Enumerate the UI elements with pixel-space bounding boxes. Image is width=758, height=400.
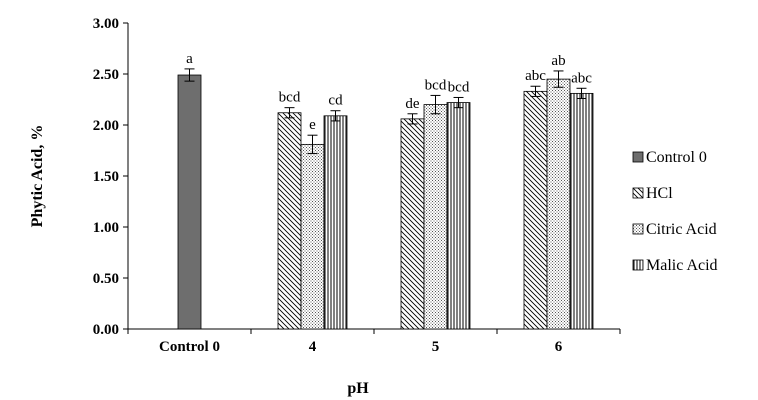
significance-letter: ab (551, 53, 565, 69)
error-bar (430, 94, 441, 115)
error-bar (553, 70, 564, 88)
x-tick-label: 4 (309, 339, 317, 355)
significance-letter: abc (571, 70, 592, 86)
legend-item: Malic Acid (632, 257, 718, 274)
bar (423, 104, 448, 330)
y-axis-title: Phytic Acid, % (29, 125, 46, 228)
x-axis: Control 0 4 5 6 (127, 328, 621, 355)
error-bar (284, 107, 295, 119)
legend: Control 0 HCl Citric Acid Malic Acid (632, 149, 718, 274)
y-axis: 0.00 0.50 1.00 1.50 2.00 2.50 3.00 (93, 16, 129, 338)
legend-item: HCl (632, 185, 673, 202)
bar (323, 115, 348, 330)
y-tick-label: 2.00 (93, 118, 119, 134)
significance-letter: bcd (279, 90, 301, 106)
legend-swatch (632, 187, 644, 199)
y-tick-label: 0.00 (93, 322, 119, 338)
x-tick-label: 6 (555, 339, 563, 355)
bar (569, 92, 594, 330)
significance-letter: abc (525, 68, 546, 84)
legend-swatch (632, 223, 644, 235)
legend-label: Citric Acid (646, 221, 717, 238)
significance-letter: bcd (425, 77, 447, 93)
error-bar (407, 113, 418, 125)
bar (400, 118, 425, 330)
error-bar (307, 134, 318, 155)
bar (446, 102, 471, 330)
y-tick-label: 3.00 (93, 16, 119, 32)
y-tick-label: 2.50 (93, 67, 119, 83)
legend-item: Citric Acid (632, 221, 717, 238)
significance-letter: a (186, 51, 193, 67)
legend-label: HCl (646, 185, 673, 202)
error-bar (576, 87, 587, 99)
bar (177, 74, 202, 330)
error-bar (453, 96, 464, 109)
significance-letter: bcd (448, 79, 470, 95)
legend-swatch (632, 259, 644, 271)
y-tick-label: 1.00 (93, 220, 119, 236)
error-bar (184, 68, 195, 82)
significance-letter: e (309, 117, 316, 133)
x-tick-label: 5 (432, 339, 440, 355)
bar (523, 90, 548, 330)
bar (300, 143, 325, 330)
legend-item: Control 0 (632, 149, 707, 166)
bar (546, 78, 571, 330)
error-bar (530, 85, 541, 97)
significance-letter: de (405, 96, 420, 112)
legend-label: Malic Acid (646, 257, 718, 274)
legend-label: Control 0 (646, 149, 707, 166)
legend-swatch (632, 151, 644, 163)
significance-letter: cd (328, 93, 343, 109)
y-tick-label: 0.50 (93, 271, 119, 287)
x-tick-label: Control 0 (159, 339, 220, 355)
x-axis-title: pH (347, 380, 369, 397)
bar (277, 112, 302, 330)
error-bar (330, 110, 341, 122)
y-tick-label: 1.50 (93, 169, 119, 185)
